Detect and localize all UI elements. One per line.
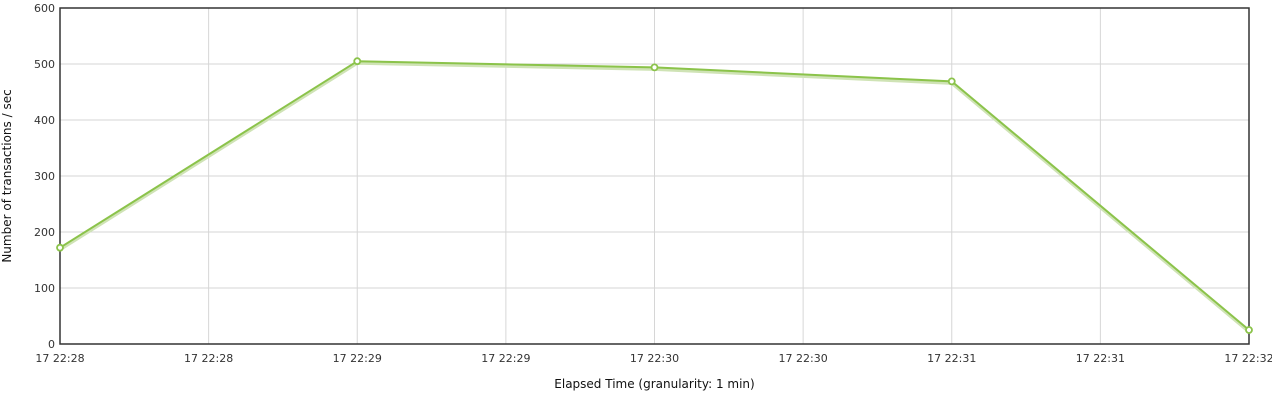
x-tick-label: 17 22:29 (333, 352, 382, 365)
data-point[interactable] (1245, 326, 1253, 334)
x-axis-ticks: 17 22:28 17 22:28 17 22:29 17 22:29 17 22:30… (35, 352, 1272, 365)
y-tick-label: 300 (34, 170, 55, 183)
y-tick-label: 100 (34, 282, 55, 295)
x-tick-label: 17 22:29 (481, 352, 530, 365)
x-axis-title: Elapsed Time (granularity: 1 min) (554, 377, 754, 391)
y-axis-ticks: 0 100 200 300 400 500 600 (34, 2, 55, 351)
series-layer (56, 57, 1253, 334)
y-tick-label: 200 (34, 226, 55, 239)
x-tick-label: 17 22:28 (35, 352, 84, 365)
x-tick-label: 17 22:28 (184, 352, 233, 365)
x-tick-label: 17 22:30 (779, 352, 828, 365)
y-tick-label: 600 (34, 2, 55, 15)
x-tick-label: 17 22:32 (1224, 352, 1272, 365)
data-point[interactable] (650, 63, 659, 72)
data-point[interactable] (56, 243, 64, 252)
plot-border (59, 7, 1250, 345)
data-point[interactable] (947, 77, 956, 86)
data-point[interactable] (353, 57, 362, 66)
y-tick-label: 500 (34, 58, 55, 71)
x-tick-label: 17 22:31 (927, 352, 976, 365)
y-tick-label: 0 (48, 338, 55, 351)
y-axis-title: Number of transactions / sec (0, 89, 14, 262)
y-tick-label: 400 (34, 114, 55, 127)
x-tick-label: 17 22:31 (1076, 352, 1125, 365)
x-tick-label: 17 22:30 (630, 352, 679, 365)
